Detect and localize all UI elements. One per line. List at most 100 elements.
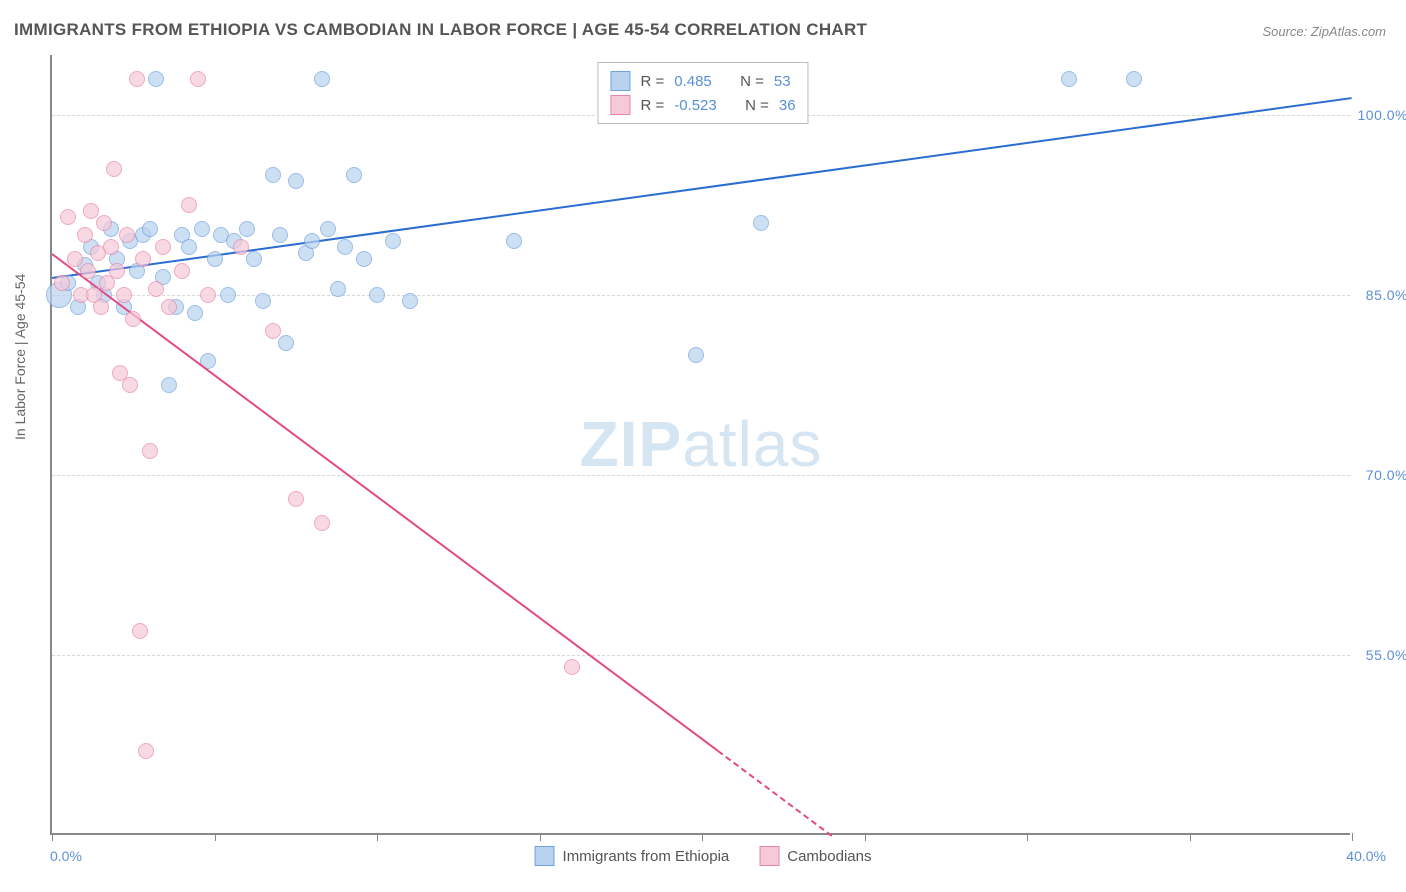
data-point <box>200 287 216 303</box>
data-point <box>80 263 96 279</box>
data-point <box>337 239 353 255</box>
data-point <box>181 239 197 255</box>
data-point <box>304 233 320 249</box>
data-point <box>346 167 362 183</box>
data-point <box>314 515 330 531</box>
data-point <box>272 227 288 243</box>
n-value-cambodians: 36 <box>779 97 796 114</box>
r-value-cambodians: -0.523 <box>674 97 717 114</box>
data-point <box>67 251 83 267</box>
data-point <box>155 239 171 255</box>
data-point <box>161 299 177 315</box>
gridline <box>52 655 1350 656</box>
y-axis-label: In Labor Force | Age 45-54 <box>12 274 28 440</box>
plot-area: ZIPatlas 55.0%70.0%85.0%100.0% <box>50 55 1350 835</box>
legend-row-cambodians: R = -0.523 N = 36 <box>610 93 795 117</box>
data-point <box>194 221 210 237</box>
x-tick <box>702 833 703 841</box>
y-tick-label: 85.0% <box>1366 287 1406 303</box>
gridline <box>52 475 1350 476</box>
data-point <box>122 377 138 393</box>
data-point <box>132 623 148 639</box>
data-point <box>265 323 281 339</box>
data-point <box>60 209 76 225</box>
legend-label-cambodians: Cambodians <box>787 848 871 865</box>
y-tick-label: 70.0% <box>1366 467 1406 483</box>
data-point <box>77 227 93 243</box>
data-point <box>138 743 154 759</box>
data-point <box>239 221 255 237</box>
y-tick-label: 100.0% <box>1358 107 1406 123</box>
data-point <box>246 251 262 267</box>
data-point <box>688 347 704 363</box>
data-point <box>564 659 580 675</box>
data-point <box>1061 71 1077 87</box>
data-point <box>402 293 418 309</box>
x-tick <box>865 833 866 841</box>
x-tick <box>1190 833 1191 841</box>
data-point <box>96 215 112 231</box>
data-point <box>207 251 223 267</box>
data-point <box>181 197 197 213</box>
trendline <box>51 253 718 752</box>
data-point <box>385 233 401 249</box>
trendline <box>718 750 833 836</box>
data-point <box>278 335 294 351</box>
x-tick <box>215 833 216 841</box>
swatch-cambodians-icon <box>610 95 630 115</box>
data-point <box>83 203 99 219</box>
data-point <box>320 221 336 237</box>
data-point <box>288 491 304 507</box>
data-point <box>142 443 158 459</box>
data-point <box>233 239 249 255</box>
data-point <box>369 287 385 303</box>
data-point <box>190 71 206 87</box>
swatch-cambodians-icon <box>759 846 779 866</box>
x-tick <box>377 833 378 841</box>
swatch-ethiopia-icon <box>535 846 555 866</box>
series-legend: Immigrants from Ethiopia Cambodians <box>535 846 872 866</box>
data-point <box>129 71 145 87</box>
data-point <box>148 71 164 87</box>
data-point <box>265 167 281 183</box>
chart-container: IMMIGRANTS FROM ETHIOPIA VS CAMBODIAN IN… <box>0 0 1406 892</box>
data-point <box>135 251 151 267</box>
data-point <box>356 251 372 267</box>
data-point <box>116 287 132 303</box>
data-point <box>103 239 119 255</box>
x-tick <box>1352 833 1353 841</box>
data-point <box>142 221 158 237</box>
legend-label-ethiopia: Immigrants from Ethiopia <box>563 848 730 865</box>
r-label: R = <box>640 97 664 114</box>
data-point <box>220 287 236 303</box>
r-value-ethiopia: 0.485 <box>674 73 712 90</box>
legend-row-ethiopia: R = 0.485 N = 53 <box>610 69 795 93</box>
data-point <box>54 275 70 291</box>
data-point <box>753 215 769 231</box>
data-point <box>174 263 190 279</box>
data-point <box>187 305 203 321</box>
source-attribution: Source: ZipAtlas.com <box>1262 24 1386 39</box>
x-axis-max-label: 40.0% <box>1346 848 1386 864</box>
watermark: ZIPatlas <box>580 407 823 481</box>
data-point <box>93 299 109 315</box>
data-point <box>125 311 141 327</box>
data-point <box>106 161 122 177</box>
x-tick <box>1027 833 1028 841</box>
data-point <box>1126 71 1142 87</box>
data-point <box>161 377 177 393</box>
legend-item-ethiopia: Immigrants from Ethiopia <box>535 846 730 866</box>
data-point <box>109 263 125 279</box>
r-label: R = <box>640 73 664 90</box>
data-point <box>330 281 346 297</box>
data-point <box>506 233 522 249</box>
data-point <box>288 173 304 189</box>
n-label: N = <box>740 73 764 90</box>
chart-title: IMMIGRANTS FROM ETHIOPIA VS CAMBODIAN IN… <box>14 20 867 40</box>
data-point <box>119 227 135 243</box>
x-tick <box>52 833 53 841</box>
data-point <box>255 293 271 309</box>
data-point <box>314 71 330 87</box>
data-point <box>148 281 164 297</box>
n-label: N = <box>745 97 769 114</box>
